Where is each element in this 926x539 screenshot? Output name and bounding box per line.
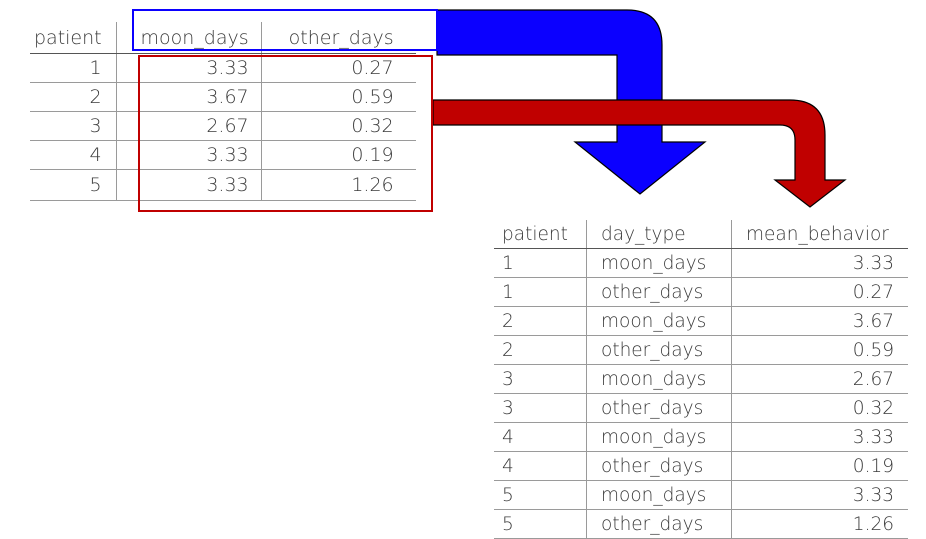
- long-cell-patient: 3: [494, 393, 587, 423]
- long-cell-day-type: other_days: [586, 509, 732, 539]
- long-cell-day-type: moon_days: [586, 364, 732, 394]
- names-arrow: [436, 9, 707, 195]
- long-cell-day-type: other_days: [586, 393, 732, 423]
- long-cell-day-type: other_days: [586, 277, 732, 307]
- long-cell-mean-behavior: 2.67: [731, 364, 908, 394]
- wide-cell-patient: 4: [30, 140, 117, 170]
- table-row: 1 moon_days 3.33: [494, 248, 908, 278]
- long-cell-mean-behavior: 1.26: [731, 509, 908, 539]
- table-row: 4 moon_days 3.33: [494, 422, 908, 452]
- wide-table: patient moon_days other_days 1 3.33 0.27…: [30, 22, 416, 201]
- long-cell-mean-behavior: 3.33: [731, 422, 908, 452]
- wide-cell-patient: 3: [30, 111, 117, 141]
- table-row: 1 other_days 0.27: [494, 277, 908, 307]
- wide-cell-moon-days: 3.33: [115, 140, 262, 170]
- table-row: 4 3.33 0.19: [30, 140, 416, 170]
- long-cell-patient: 1: [494, 248, 587, 278]
- wide-header-patient: patient: [30, 22, 117, 54]
- long-cell-patient: 3: [494, 364, 587, 394]
- long-header-patient: patient: [494, 220, 587, 249]
- table-row: 4 other_days 0.19: [494, 451, 908, 481]
- table-row: 2 moon_days 3.67: [494, 306, 908, 336]
- values-arrow: [432, 99, 847, 208]
- table-row: 1 3.33 0.27: [30, 53, 416, 83]
- long-cell-day-type: moon_days: [586, 422, 732, 452]
- wide-header-moon-days: moon_days: [115, 22, 262, 54]
- wide-cell-patient: 2: [30, 82, 117, 112]
- long-cell-day-type: other_days: [586, 451, 732, 481]
- long-header-day-type: day_type: [586, 220, 732, 249]
- wide-cell-other-days: 1.26: [260, 169, 416, 201]
- table-row: 5 moon_days 3.33: [494, 480, 908, 510]
- table-row: 3 moon_days 2.67: [494, 364, 908, 394]
- wide-cell-moon-days: 3.67: [115, 82, 262, 112]
- table-row: 2 other_days 0.59: [494, 335, 908, 365]
- long-cell-mean-behavior: 0.27: [731, 277, 908, 307]
- wide-cell-moon-days: 2.67: [115, 111, 262, 141]
- long-table: patient day_type mean_behavior 1 moon_da…: [494, 220, 908, 539]
- long-cell-patient: 5: [494, 480, 587, 510]
- long-cell-day-type: moon_days: [586, 480, 732, 510]
- table-row: 3 other_days 0.32: [494, 393, 908, 423]
- long-cell-mean-behavior: 0.19: [731, 451, 908, 481]
- wide-cell-patient: 5: [89, 174, 102, 196]
- wide-cell-other-days: 0.59: [260, 82, 416, 112]
- table-row: 5 3.33 1.26: [30, 169, 416, 201]
- long-table-header-row: patient day_type mean_behavior: [494, 220, 908, 249]
- wide-cell-moon-days: 3.33: [115, 53, 262, 83]
- wide-cell-patient: 1: [30, 53, 117, 83]
- long-cell-patient: 2: [494, 306, 587, 336]
- wide-header-other-days: other_days: [260, 22, 416, 54]
- wide-cell-other-days: 0.32: [260, 111, 416, 141]
- wide-cell-other-days: 0.19: [260, 140, 416, 170]
- long-cell-day-type: other_days: [586, 335, 732, 365]
- table-row: 2 3.67 0.59: [30, 82, 416, 112]
- long-cell-mean-behavior: 3.33: [731, 480, 908, 510]
- wide-cell-other-days: 0.27: [260, 53, 416, 83]
- long-cell-patient: 4: [494, 422, 587, 452]
- long-cell-mean-behavior: 0.32: [731, 393, 908, 423]
- long-cell-day-type: moon_days: [586, 248, 732, 278]
- wide-cell-moon-days: 3.33: [115, 169, 262, 201]
- table-row: 3 2.67 0.32: [30, 111, 416, 141]
- long-cell-mean-behavior: 0.59: [731, 335, 908, 365]
- long-header-mean-behavior: mean_behavior: [731, 220, 908, 249]
- long-cell-patient: 5: [494, 509, 587, 539]
- long-cell-mean-behavior: 3.67: [731, 306, 908, 336]
- long-cell-patient: 4: [494, 451, 587, 481]
- table-row: 5 other_days 1.26: [494, 509, 908, 539]
- wide-table-header-row: patient moon_days other_days: [30, 22, 416, 54]
- long-cell-patient: 1: [494, 277, 587, 307]
- long-cell-patient: 2: [494, 335, 587, 365]
- long-cell-mean-behavior: 3.33: [731, 248, 908, 278]
- long-cell-day-type: moon_days: [586, 306, 732, 336]
